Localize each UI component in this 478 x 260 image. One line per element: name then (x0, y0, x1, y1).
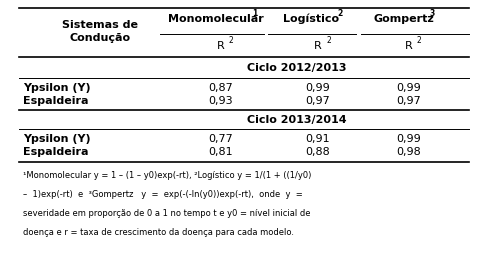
Text: R: R (314, 41, 322, 51)
Text: Espaldeira: Espaldeira (23, 147, 89, 157)
Text: 0,88: 0,88 (305, 147, 330, 157)
Text: 0,97: 0,97 (305, 96, 330, 106)
Text: Monomolecular: Monomolecular (168, 14, 264, 24)
Text: 0,77: 0,77 (208, 134, 233, 144)
Text: 0,87: 0,87 (208, 83, 233, 93)
Text: Logístico: Logístico (283, 14, 343, 24)
Text: Sistemas de
Condução: Sistemas de Condução (62, 20, 138, 43)
Text: 2: 2 (417, 36, 422, 45)
Text: Ypsilon (Y): Ypsilon (Y) (23, 134, 91, 144)
Text: Ypsilon (Y): Ypsilon (Y) (23, 83, 91, 93)
Text: 0,99: 0,99 (396, 134, 421, 144)
Text: 2: 2 (326, 36, 331, 45)
Text: –  1)exp(-rt)  e  ³Gompertz   y  =  exp(-(-ln(y0))exp(-rt),  onde  y  =: – 1)exp(-rt) e ³Gompertz y = exp(-(-ln(y… (23, 190, 303, 199)
Text: 0,81: 0,81 (208, 147, 233, 157)
Text: 0,99: 0,99 (396, 83, 421, 93)
Text: 0,97: 0,97 (396, 96, 421, 106)
Text: 0,91: 0,91 (305, 134, 330, 144)
Text: 3: 3 (429, 9, 435, 18)
Text: Gompertz: Gompertz (373, 14, 434, 24)
Text: severidade em proporção de 0 a 1 no tempo t e y0 = nível inicial de: severidade em proporção de 0 a 1 no temp… (23, 209, 311, 218)
Text: Ciclo 2012/2013: Ciclo 2012/2013 (247, 63, 347, 73)
Text: ¹Monomolecular y = 1 – (1 – y0)exp(-rt), ²Logístico y = 1/(1 + ((1/y0): ¹Monomolecular y = 1 – (1 – y0)exp(-rt),… (23, 171, 312, 180)
Text: 2: 2 (337, 9, 343, 18)
Text: 0,99: 0,99 (305, 83, 330, 93)
Text: R: R (404, 41, 412, 51)
Text: Ciclo 2013/2014: Ciclo 2013/2014 (247, 115, 347, 125)
Text: 0,93: 0,93 (208, 96, 233, 106)
Text: 2: 2 (229, 36, 234, 45)
Text: 0,98: 0,98 (396, 147, 421, 157)
Text: R: R (217, 41, 224, 51)
Text: 1: 1 (252, 9, 257, 18)
Text: Espaldeira: Espaldeira (23, 96, 89, 106)
Text: doença e r = taxa de crescimento da doença para cada modelo.: doença e r = taxa de crescimento da doen… (23, 228, 294, 237)
